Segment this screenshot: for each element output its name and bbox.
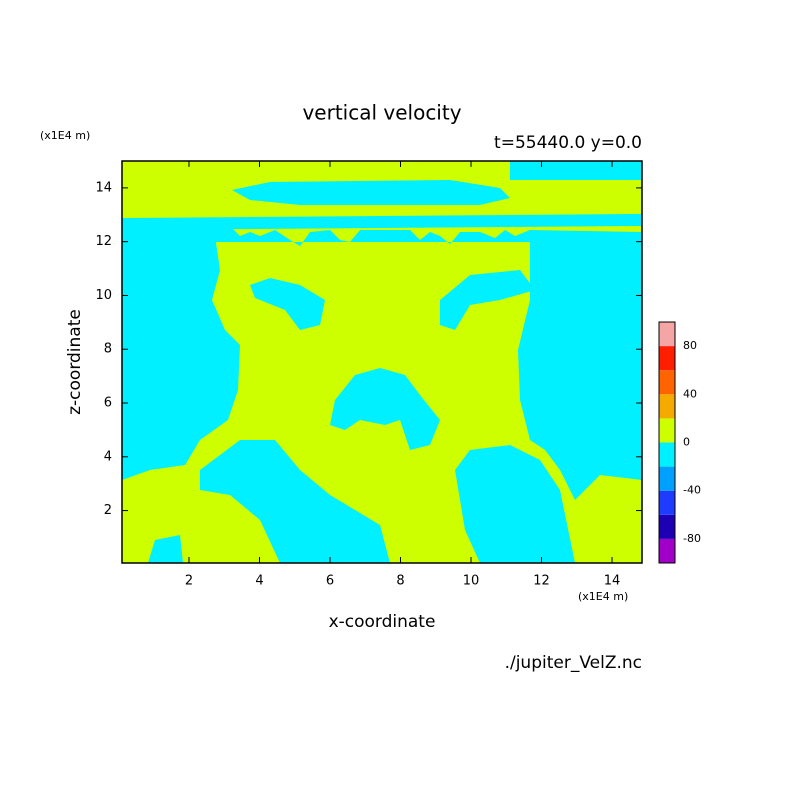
contour-region xyxy=(200,440,390,563)
colorbar-bin xyxy=(659,346,675,371)
x-tick-label: 8 xyxy=(396,574,404,589)
contour-region xyxy=(122,214,642,230)
colorbar-bin xyxy=(659,442,675,467)
colorbar-bin xyxy=(659,538,675,563)
x-tick-label: 2 xyxy=(185,574,193,589)
plot-frame xyxy=(121,160,643,564)
y-axis-label: z-coordinate xyxy=(65,309,85,415)
contour-region xyxy=(518,236,642,500)
source-file: ./jupiter_VelZ.nc xyxy=(505,653,642,673)
chart-title: vertical velocity xyxy=(302,101,461,125)
y-tick-label: 4 xyxy=(104,449,112,464)
y-tick-label: 12 xyxy=(95,234,112,249)
contour-region xyxy=(510,161,642,180)
contour-region xyxy=(250,278,325,330)
x-tick-label: 12 xyxy=(533,574,550,589)
colorbar-bin xyxy=(659,394,675,419)
colorbar-bin xyxy=(659,514,675,539)
chart-subtitle: t=55440.0 y=0.0 xyxy=(494,133,642,153)
colorbar-bin xyxy=(659,370,675,395)
y-tick-label: 10 xyxy=(95,288,112,303)
contour-field xyxy=(122,161,642,563)
y-tick-label: 14 xyxy=(95,180,112,195)
colorbar-bin xyxy=(659,490,675,515)
x-axis-label: x-coordinate xyxy=(329,612,436,632)
y-tick-label: 2 xyxy=(104,503,112,518)
contour-region xyxy=(440,270,535,330)
contour-region xyxy=(232,180,510,205)
colorbar-bin xyxy=(659,466,675,491)
y-tick-label: 6 xyxy=(104,396,112,411)
colorbar-tick-label: -40 xyxy=(683,484,701,497)
x-tick-label: 10 xyxy=(463,574,480,589)
x-tick-label: 14 xyxy=(604,574,621,589)
colorbar-bin xyxy=(659,322,675,347)
colorbar-tick-label: 40 xyxy=(683,387,697,400)
x-tick-label: 6 xyxy=(326,574,334,589)
y-tick-label: 8 xyxy=(104,342,112,357)
contour-region xyxy=(455,445,575,563)
colorbar-tick-label: 0 xyxy=(683,436,690,449)
colorbar-tick-label: -80 xyxy=(683,532,701,545)
contour-region xyxy=(122,236,240,480)
contour-region xyxy=(148,535,183,563)
x-tick-label: 4 xyxy=(255,574,263,589)
colorbar-bin xyxy=(659,418,675,443)
colorbar-frame xyxy=(658,321,676,564)
contour-region xyxy=(330,368,440,450)
contour-region xyxy=(122,228,642,246)
colorbar-tick-label: 80 xyxy=(683,339,697,352)
x-unit: (x1E4 m) xyxy=(578,590,628,603)
y-unit: (x1E4 m) xyxy=(40,129,90,142)
